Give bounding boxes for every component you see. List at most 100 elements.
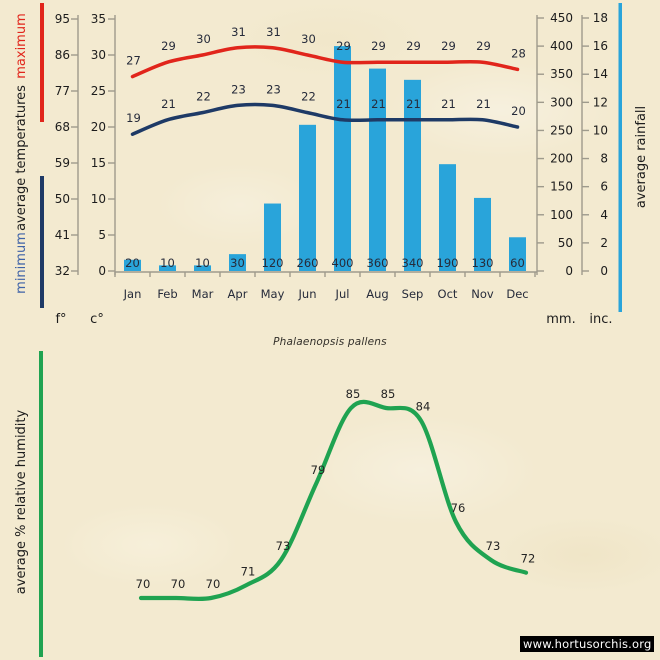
- svg-text:29: 29: [161, 39, 176, 53]
- axes-lines: [71, 15, 589, 277]
- svg-text:31: 31: [231, 25, 246, 39]
- svg-text:350: 350: [550, 67, 573, 81]
- minimum-legend-bar: [40, 176, 44, 308]
- svg-text:14: 14: [593, 67, 608, 81]
- svg-text:30: 30: [91, 48, 106, 62]
- axis-unit-labels: f° c° mm. inc.: [55, 312, 612, 327]
- max-temp-line: [130, 45, 520, 79]
- svg-text:Mar: Mar: [192, 287, 214, 301]
- svg-text:Jun: Jun: [298, 287, 317, 301]
- svg-text:95: 95: [55, 12, 70, 26]
- svg-text:150: 150: [550, 180, 573, 194]
- svg-text:21: 21: [476, 97, 491, 111]
- svg-text:23: 23: [231, 82, 246, 96]
- humidity-axis-label: average % relative humidity: [14, 409, 29, 594]
- svg-text:29: 29: [441, 39, 456, 53]
- svg-text:22: 22: [301, 90, 316, 104]
- svg-text:21: 21: [406, 97, 421, 111]
- mm-axis: 450 400 350 300 250 200 150 100 50 0: [550, 11, 573, 278]
- svg-text:8: 8: [600, 152, 608, 166]
- svg-text:20: 20: [125, 256, 140, 270]
- svg-text:22: 22: [196, 90, 211, 104]
- svg-text:59: 59: [55, 156, 70, 170]
- svg-text:20: 20: [91, 120, 106, 134]
- svg-text:29: 29: [336, 39, 351, 53]
- svg-text:71: 71: [241, 564, 256, 578]
- svg-text:30: 30: [230, 256, 245, 270]
- svg-text:29: 29: [476, 39, 491, 53]
- inches-axis: 18 16 14 12 10 8 6 4 2 0: [593, 11, 608, 278]
- average-temperatures-label: average temperatures: [14, 85, 29, 231]
- svg-text:20: 20: [511, 104, 526, 118]
- svg-text:50: 50: [558, 236, 573, 250]
- svg-text:400: 400: [550, 39, 573, 53]
- svg-text:35: 35: [91, 12, 106, 26]
- svg-text:19: 19: [126, 111, 141, 125]
- svg-text:Oct: Oct: [438, 287, 458, 301]
- svg-text:21: 21: [161, 97, 176, 111]
- average-rainfall-label: average rainfall: [634, 106, 649, 208]
- minimum-label: minimum: [14, 232, 29, 294]
- svg-text:250: 250: [550, 123, 573, 137]
- humidity-line: [138, 399, 529, 602]
- species-title: Phalaenopsis pallens: [273, 336, 387, 348]
- svg-text:70: 70: [206, 577, 221, 591]
- fahrenheit-unit: f°: [55, 312, 66, 327]
- svg-text:32: 32: [55, 264, 70, 278]
- svg-text:41: 41: [55, 228, 70, 242]
- svg-text:10: 10: [91, 192, 106, 206]
- svg-text:25: 25: [91, 84, 106, 98]
- svg-text:68: 68: [55, 120, 70, 134]
- svg-text:130: 130: [472, 256, 494, 270]
- svg-text:21: 21: [441, 97, 456, 111]
- svg-text:21: 21: [371, 97, 386, 111]
- rainfall-bars: [124, 46, 526, 271]
- svg-text:60: 60: [510, 256, 525, 270]
- svg-text:260: 260: [297, 256, 319, 270]
- min-temp-line: [130, 102, 520, 136]
- svg-text:May: May: [261, 287, 285, 301]
- svg-text:10: 10: [593, 123, 608, 137]
- svg-text:0: 0: [98, 264, 106, 278]
- svg-text:340: 340: [402, 256, 424, 270]
- svg-text:120: 120: [262, 256, 284, 270]
- humidity-legend-bar: [39, 351, 43, 657]
- svg-text:30: 30: [196, 32, 211, 46]
- svg-text:15: 15: [91, 156, 106, 170]
- svg-text:400: 400: [332, 256, 354, 270]
- svg-text:86: 86: [55, 48, 70, 62]
- svg-text:31: 31: [266, 25, 281, 39]
- humidity-chart: average % relative humidity 70 70 70 71 73 79 8…: [14, 351, 536, 657]
- svg-text:72: 72: [521, 552, 536, 566]
- min-temp-labels: 19 21 22 23 23 22 21 21 21 21 21 20: [126, 82, 526, 125]
- svg-text:Jul: Jul: [335, 287, 350, 301]
- svg-text:30: 30: [301, 32, 316, 46]
- temperature-rainfall-chart: 9586776859504132353025201510504504003503…: [14, 3, 649, 327]
- svg-text:76: 76: [451, 501, 466, 515]
- svg-text:200: 200: [550, 152, 573, 166]
- svg-text:5: 5: [98, 228, 106, 242]
- maximum-label: maximum: [14, 13, 29, 79]
- watermark-link[interactable]: www.hortusorchis.org: [520, 636, 655, 652]
- svg-text:77: 77: [55, 84, 70, 98]
- svg-text:23: 23: [266, 82, 281, 96]
- svg-text:70: 70: [171, 577, 186, 591]
- svg-text:0: 0: [565, 264, 573, 278]
- inches-unit: inc.: [589, 312, 612, 327]
- svg-text:70: 70: [136, 577, 151, 591]
- svg-text:79: 79: [311, 463, 326, 477]
- svg-text:84: 84: [416, 400, 431, 414]
- max-temp-labels: 27 29 30 31 31 30 29 29 29 29 29 28: [126, 25, 526, 68]
- svg-text:16: 16: [593, 39, 608, 53]
- svg-text:Dec: Dec: [506, 287, 528, 301]
- humidity-labels: 70 70 70 71 73 79 85 85 84 76 73 72: [136, 387, 536, 591]
- mm-unit: mm.: [546, 312, 575, 327]
- celsius-axis: 35 30 25 20 15 10 5 0: [91, 12, 106, 278]
- svg-text:28: 28: [511, 46, 526, 60]
- rainfall-labels: 20 10 10 30 120 260 400 360 340 190 130 60: [125, 256, 525, 270]
- svg-text:0: 0: [600, 264, 608, 278]
- svg-text:21: 21: [336, 97, 351, 111]
- svg-text:27: 27: [126, 54, 141, 68]
- svg-text:Aug: Aug: [366, 287, 388, 301]
- svg-text:73: 73: [276, 539, 291, 553]
